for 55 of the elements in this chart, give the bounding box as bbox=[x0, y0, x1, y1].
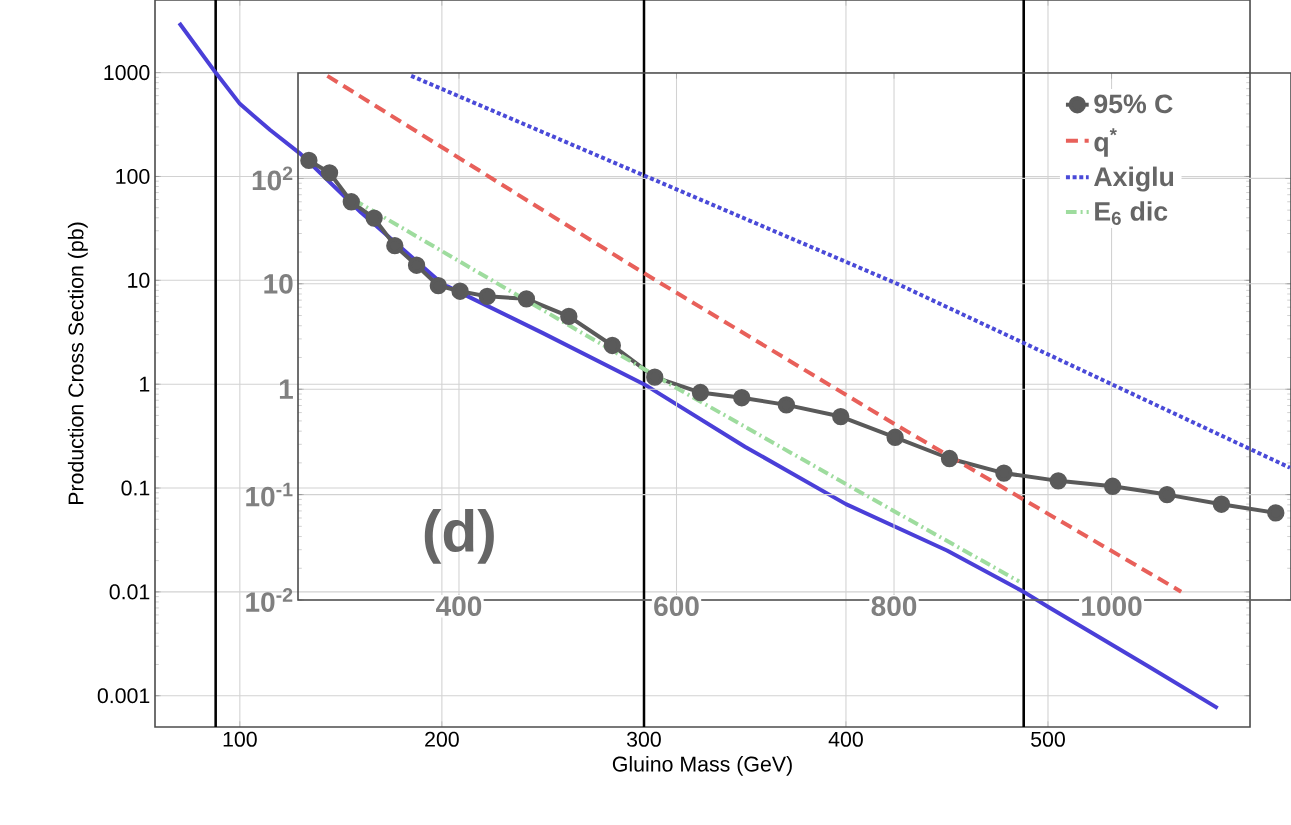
x-tick-label: 300 bbox=[626, 731, 661, 747]
x-tick-label: 600 bbox=[654, 596, 699, 617]
y-axis-title: Production Cross Section (pb) bbox=[67, 222, 88, 505]
point bbox=[300, 151, 318, 170]
line-series bbox=[325, 73, 1184, 594]
point bbox=[691, 383, 710, 402]
point bbox=[478, 287, 496, 306]
point bbox=[1267, 504, 1285, 522]
point bbox=[365, 209, 383, 227]
point bbox=[560, 307, 578, 326]
x-axis-title: Gluino Mass (GeV) bbox=[612, 755, 792, 776]
point bbox=[1158, 485, 1176, 504]
x-tick-label: 200 bbox=[425, 731, 459, 747]
y-tick-label: 0.01 bbox=[109, 584, 150, 600]
x-tick-label: 1000 bbox=[1082, 596, 1142, 617]
point bbox=[451, 282, 469, 300]
point bbox=[1049, 472, 1067, 490]
point bbox=[320, 164, 339, 182]
point bbox=[386, 237, 404, 255]
y-tick-label: 10$^{2}$ bbox=[252, 166, 293, 191]
point bbox=[646, 368, 664, 386]
legend-label: E$_{6}$ dic bbox=[1095, 201, 1168, 225]
y-tick-label: 10$^{-2}$ bbox=[246, 588, 293, 612]
line-series bbox=[177, 21, 1220, 711]
x-tick-label: 400 bbox=[828, 731, 863, 747]
point bbox=[407, 256, 426, 274]
y-tick-label: 10 bbox=[128, 272, 150, 288]
point bbox=[517, 290, 536, 308]
annotation: (d) bbox=[424, 508, 494, 564]
y-tick-label: 1 bbox=[140, 376, 150, 392]
point bbox=[777, 396, 796, 414]
y-tick-label: 0.1 bbox=[121, 480, 150, 496]
point bbox=[1103, 477, 1122, 495]
legend-label: q$^{*}$ bbox=[1094, 128, 1117, 157]
point bbox=[940, 449, 959, 468]
y-tick-label: 0.001 bbox=[97, 688, 150, 704]
point bbox=[832, 407, 850, 426]
y-tick-label: 100 bbox=[116, 168, 150, 184]
point bbox=[342, 193, 360, 211]
y-tick-label: 1000 bbox=[104, 65, 150, 81]
x-tick-label: 400 bbox=[436, 596, 482, 617]
point bbox=[886, 428, 904, 446]
point bbox=[1212, 495, 1231, 513]
y-tick-label: 10 bbox=[264, 273, 293, 294]
point bbox=[603, 336, 621, 355]
x-tick-label: 100 bbox=[223, 731, 257, 747]
legend-label: Axiglu bbox=[1094, 166, 1174, 192]
x-tick-label: 800 bbox=[871, 596, 917, 617]
y-tick-label: 1 bbox=[279, 379, 293, 399]
x-tick-label: 500 bbox=[1031, 731, 1065, 747]
legend-label: 95% C bbox=[1094, 94, 1173, 114]
y-tick-label: 10$^{-1}$ bbox=[246, 482, 293, 507]
point bbox=[995, 464, 1013, 482]
point bbox=[429, 277, 447, 295]
point bbox=[733, 389, 751, 407]
